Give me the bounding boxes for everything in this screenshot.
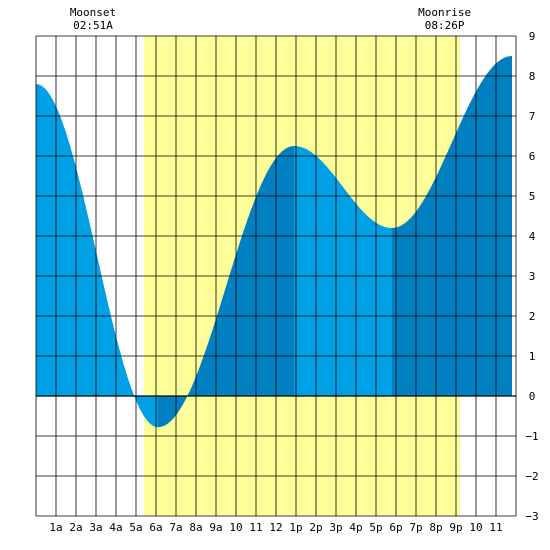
x-tick-label: 2p bbox=[309, 521, 322, 534]
x-tick-label: 8p bbox=[429, 521, 442, 534]
moon-event-time: 08:26P bbox=[425, 19, 465, 32]
x-tick-label: 4a bbox=[109, 521, 122, 534]
x-tick-label: 5a bbox=[129, 521, 142, 534]
y-tick-label: −1 bbox=[525, 430, 538, 443]
y-tick-label: 7 bbox=[529, 110, 536, 123]
x-tick-label: 12 bbox=[269, 521, 282, 534]
y-tick-label: −2 bbox=[525, 470, 538, 483]
x-tick-label: 4p bbox=[349, 521, 362, 534]
x-tick-label: 1p bbox=[289, 521, 302, 534]
falling-tide-segment bbox=[294, 146, 392, 396]
y-tick-label: 4 bbox=[529, 230, 536, 243]
x-tick-label: 8a bbox=[189, 521, 202, 534]
x-tick-label: 9p bbox=[449, 521, 462, 534]
x-tick-label: 6a bbox=[149, 521, 162, 534]
x-tick-label: 3a bbox=[89, 521, 102, 534]
x-tick-label: 7a bbox=[169, 521, 182, 534]
x-tick-label: 2a bbox=[69, 521, 82, 534]
x-tick-label: 7p bbox=[409, 521, 422, 534]
tide-area bbox=[36, 56, 512, 428]
y-tick-label: 6 bbox=[529, 150, 536, 163]
y-tick-label: 1 bbox=[529, 350, 536, 363]
x-tick-label: 3p bbox=[329, 521, 342, 534]
x-tick-label: 9a bbox=[209, 521, 222, 534]
y-tick-label: 3 bbox=[529, 270, 536, 283]
x-tick-label: 1a bbox=[49, 521, 62, 534]
y-tick-label: 5 bbox=[529, 190, 536, 203]
moon-event-label: Moonrise bbox=[418, 6, 471, 19]
x-tick-label: 5p bbox=[369, 521, 382, 534]
x-tick-label: 10 bbox=[469, 521, 482, 534]
x-axis-labels: 1a 2a 3a 4a 5a 6a 7a 8a 9a 10 11 12 1p 2p 3p 4p 5p 6p 7p 8p… bbox=[49, 521, 502, 534]
falling-tide-segment bbox=[36, 84, 158, 428]
y-tick-label: 8 bbox=[529, 70, 536, 83]
moon-event-time: 02:51A bbox=[73, 19, 113, 32]
y-tick-label: 0 bbox=[529, 390, 536, 403]
x-tick-label: 10 bbox=[229, 521, 242, 534]
moon-event-label: Moonset bbox=[70, 6, 116, 19]
x-tick-label: 11 bbox=[249, 521, 262, 534]
y-tick-label: −3 bbox=[525, 510, 538, 523]
x-tick-label: 6p bbox=[389, 521, 402, 534]
y-axis-labels: −3 −2 −1 0 1 2 3 4 5 6 7 8 9 bbox=[525, 30, 538, 523]
x-tick-label: 11 bbox=[489, 521, 502, 534]
rising-tide-segment bbox=[158, 146, 294, 428]
rising-tide-segment bbox=[392, 56, 512, 396]
y-tick-label: 2 bbox=[529, 310, 536, 323]
y-tick-label: 9 bbox=[529, 30, 536, 43]
